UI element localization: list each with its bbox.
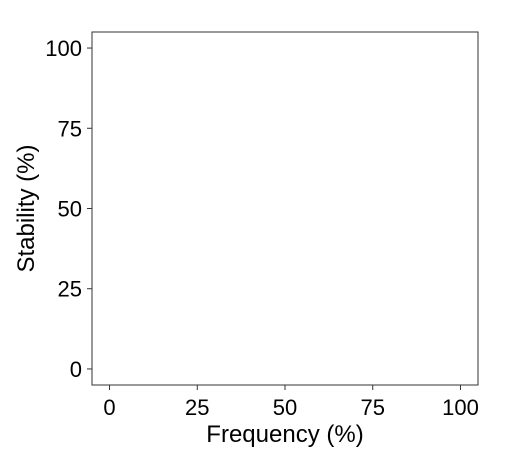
x-axis-ticks: 0 25 50 75 100: [103, 385, 479, 420]
x-tick-label: 50: [273, 395, 297, 420]
y-tick-label: 50: [58, 197, 82, 222]
x-tick-label: 25: [185, 395, 209, 420]
y-tick-label: 25: [58, 277, 82, 302]
y-axis-ticks: 0 25 50 75 100: [45, 36, 92, 382]
x-tick-label: 0: [103, 395, 115, 420]
y-tick-label: 0: [70, 357, 82, 382]
x-tick-label: 100: [442, 395, 479, 420]
x-axis-title: Frequency (%): [206, 421, 363, 448]
y-tick-label: 100: [45, 36, 82, 61]
plot-frame: [91, 31, 479, 386]
y-axis-title: Stability (%): [13, 144, 40, 272]
x-tick-label: 75: [360, 395, 384, 420]
y-tick-label: 75: [58, 116, 82, 141]
